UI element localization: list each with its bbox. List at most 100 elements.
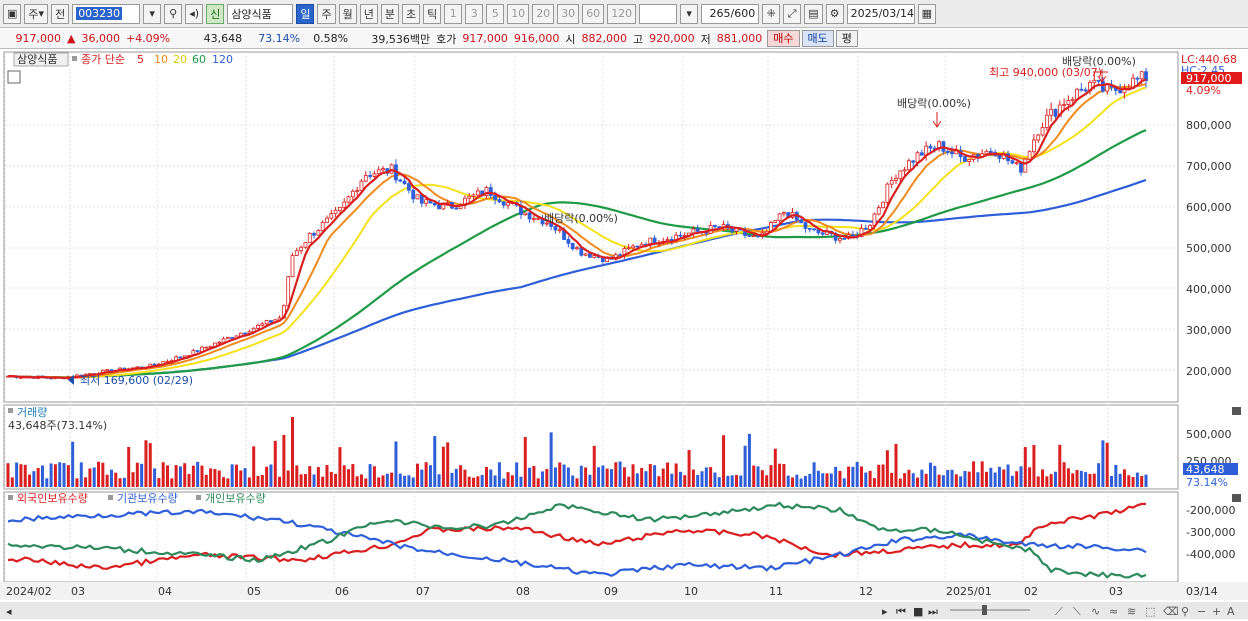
- draw-fib-icon[interactable]: ≋: [1127, 605, 1136, 618]
- step-60[interactable]: 60: [582, 3, 605, 24]
- candle-body: [1092, 79, 1097, 83]
- stock-code-value: 003230: [76, 7, 123, 20]
- volume-bar: [700, 471, 704, 487]
- volume-bar: [178, 466, 182, 487]
- volume-bar: [36, 467, 40, 487]
- volume-bar: [347, 469, 351, 487]
- candle-body: [988, 150, 993, 153]
- nav-last-icon[interactable]: ⏭: [928, 605, 938, 618]
- auto-scale-icon[interactable]: A: [1227, 605, 1235, 618]
- volume-bar: [847, 466, 851, 487]
- stock-name-field[interactable]: 삼양식품: [227, 3, 294, 24]
- sell-button[interactable]: 매도: [801, 30, 834, 47]
- volume-bar: [791, 477, 795, 487]
- step-120[interactable]: 120: [607, 3, 637, 24]
- price-panel: [3, 51, 1179, 403]
- volume-close-icon[interactable]: [1232, 407, 1241, 415]
- eraser-icon[interactable]: ⌫: [1163, 605, 1179, 618]
- volume-bar: [907, 469, 911, 487]
- buy-button[interactable]: 매수: [767, 30, 800, 47]
- date-input[interactable]: 2025/03/14: [846, 3, 915, 24]
- period-weekly[interactable]: 주: [317, 3, 336, 24]
- stock-code-input[interactable]: 003230: [72, 3, 141, 24]
- volume-bar: [549, 432, 553, 487]
- zoom-search-icon[interactable]: ⚲: [1181, 605, 1189, 618]
- code-dropdown-icon[interactable]: ▾: [143, 3, 162, 24]
- draw-tools-icon[interactable]: ⤢: [783, 3, 802, 24]
- gear-icon[interactable]: ⚙: [825, 3, 844, 24]
- draw-channel-icon[interactable]: ≈: [1109, 605, 1118, 618]
- save-icon[interactable]: ▤: [804, 3, 823, 24]
- volume-bar: [799, 478, 803, 487]
- period-second[interactable]: 초: [401, 3, 421, 24]
- volume-bar: [282, 434, 286, 487]
- search-icon[interactable]: ⚲: [164, 3, 183, 24]
- panel-toggle-icon[interactable]: [7, 70, 21, 84]
- nav-stop-icon[interactable]: ■: [913, 605, 923, 618]
- volume-bar: [247, 477, 251, 487]
- volume-bar: [437, 474, 441, 487]
- speaker-icon[interactable]: ◂): [185, 3, 204, 24]
- volume-bar: [165, 465, 169, 487]
- count-input[interactable]: 265/600: [701, 3, 760, 24]
- draw-shape-icon[interactable]: ⬚: [1145, 605, 1155, 618]
- nav-next-icon[interactable]: ▸: [882, 605, 888, 618]
- draw-wave-icon[interactable]: ∿: [1091, 605, 1100, 618]
- volume-bar: [1062, 462, 1066, 487]
- volume-bar: [773, 448, 777, 487]
- avg-button[interactable]: 평: [835, 30, 858, 47]
- draw-trend-icon[interactable]: ⟍: [1073, 605, 1081, 618]
- step-3[interactable]: 3: [465, 3, 484, 24]
- zoom-slider-thumb[interactable]: [982, 605, 987, 615]
- volume-bar: [398, 473, 402, 487]
- tab-all[interactable]: 전: [51, 3, 70, 24]
- candle-body: [454, 207, 459, 210]
- volume-bar: [1110, 475, 1114, 487]
- price-tick-label: 300,000: [1186, 324, 1232, 337]
- period-monthly[interactable]: 월: [338, 3, 357, 24]
- volume-bar: [872, 478, 876, 487]
- candle-body: [618, 254, 623, 257]
- candle-body: [1066, 100, 1071, 105]
- period-minute[interactable]: 분: [380, 3, 399, 24]
- volume-bar: [993, 472, 997, 487]
- candle-body: [859, 227, 864, 237]
- volume-bar: [433, 436, 437, 487]
- candle-body: [1139, 71, 1144, 80]
- zoom-out-icon[interactable]: −: [1197, 605, 1206, 618]
- scroll-bar[interactable]: [0, 602, 1248, 619]
- dividend-note-1: 배당락(0.00%): [897, 97, 971, 110]
- holding-close-icon[interactable]: [1232, 494, 1241, 502]
- nav-first-icon[interactable]: ⏮: [896, 605, 906, 618]
- step-dropdown-icon[interactable]: ▾: [680, 3, 699, 24]
- volume-bar: [226, 478, 230, 487]
- layout-icon[interactable]: ▣: [3, 3, 22, 24]
- step-5[interactable]: 5: [486, 3, 505, 24]
- scroll-left-icon[interactable]: ◂: [6, 605, 12, 618]
- x-axis-label: 02: [1024, 585, 1038, 598]
- draw-line-icon[interactable]: ⟋: [1055, 605, 1063, 618]
- crosshair-icon[interactable]: ⁜: [762, 3, 781, 24]
- period-tick[interactable]: 틱: [423, 3, 442, 24]
- candle-body: [889, 179, 894, 185]
- step-10[interactable]: 10: [507, 3, 530, 24]
- volume-bar: [316, 467, 320, 487]
- volume-bar: [286, 470, 290, 487]
- dividend-note-2: 배당락(0.00%): [1062, 55, 1136, 68]
- step-30[interactable]: 30: [557, 3, 580, 24]
- candle-body: [911, 160, 916, 163]
- calendar-icon[interactable]: ▦: [917, 3, 936, 24]
- step-1[interactable]: 1: [444, 3, 463, 24]
- period-daily[interactable]: 일: [296, 3, 315, 24]
- tab-main[interactable]: 주 ▾: [24, 3, 49, 24]
- credit-badge: 신: [206, 3, 225, 24]
- stock-chart[interactable]: 2024/02 03 04 05 06 07 08 09 10 11 12 2025/01 02 03 03…: [0, 50, 1248, 621]
- step-20[interactable]: 20: [532, 3, 555, 24]
- step-custom-input[interactable]: [639, 3, 678, 24]
- candle-body: [1096, 79, 1101, 82]
- period-yearly[interactable]: 년: [359, 3, 378, 24]
- volume-bar: [1049, 474, 1053, 487]
- zoom-in-icon[interactable]: +: [1212, 605, 1221, 618]
- candle-body: [195, 350, 200, 353]
- volume-bar: [84, 477, 88, 487]
